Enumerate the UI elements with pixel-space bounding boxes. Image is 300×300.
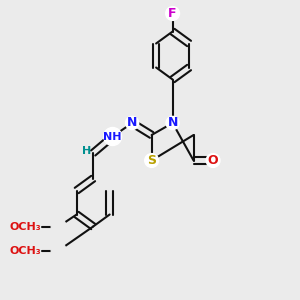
Text: F: F bbox=[168, 7, 177, 20]
Text: N: N bbox=[167, 116, 178, 130]
Circle shape bbox=[51, 243, 66, 258]
Text: OCH₃: OCH₃ bbox=[9, 221, 41, 232]
Circle shape bbox=[145, 154, 158, 167]
Circle shape bbox=[206, 154, 220, 167]
Circle shape bbox=[166, 116, 179, 130]
Text: S: S bbox=[147, 154, 156, 167]
Circle shape bbox=[104, 128, 122, 146]
Text: O: O bbox=[208, 154, 218, 167]
Text: OCH₃: OCH₃ bbox=[9, 245, 41, 256]
Circle shape bbox=[166, 7, 179, 20]
Text: H: H bbox=[82, 146, 91, 156]
Circle shape bbox=[51, 219, 66, 234]
Text: N: N bbox=[127, 116, 137, 130]
Text: NH: NH bbox=[103, 131, 122, 142]
Circle shape bbox=[125, 116, 139, 130]
